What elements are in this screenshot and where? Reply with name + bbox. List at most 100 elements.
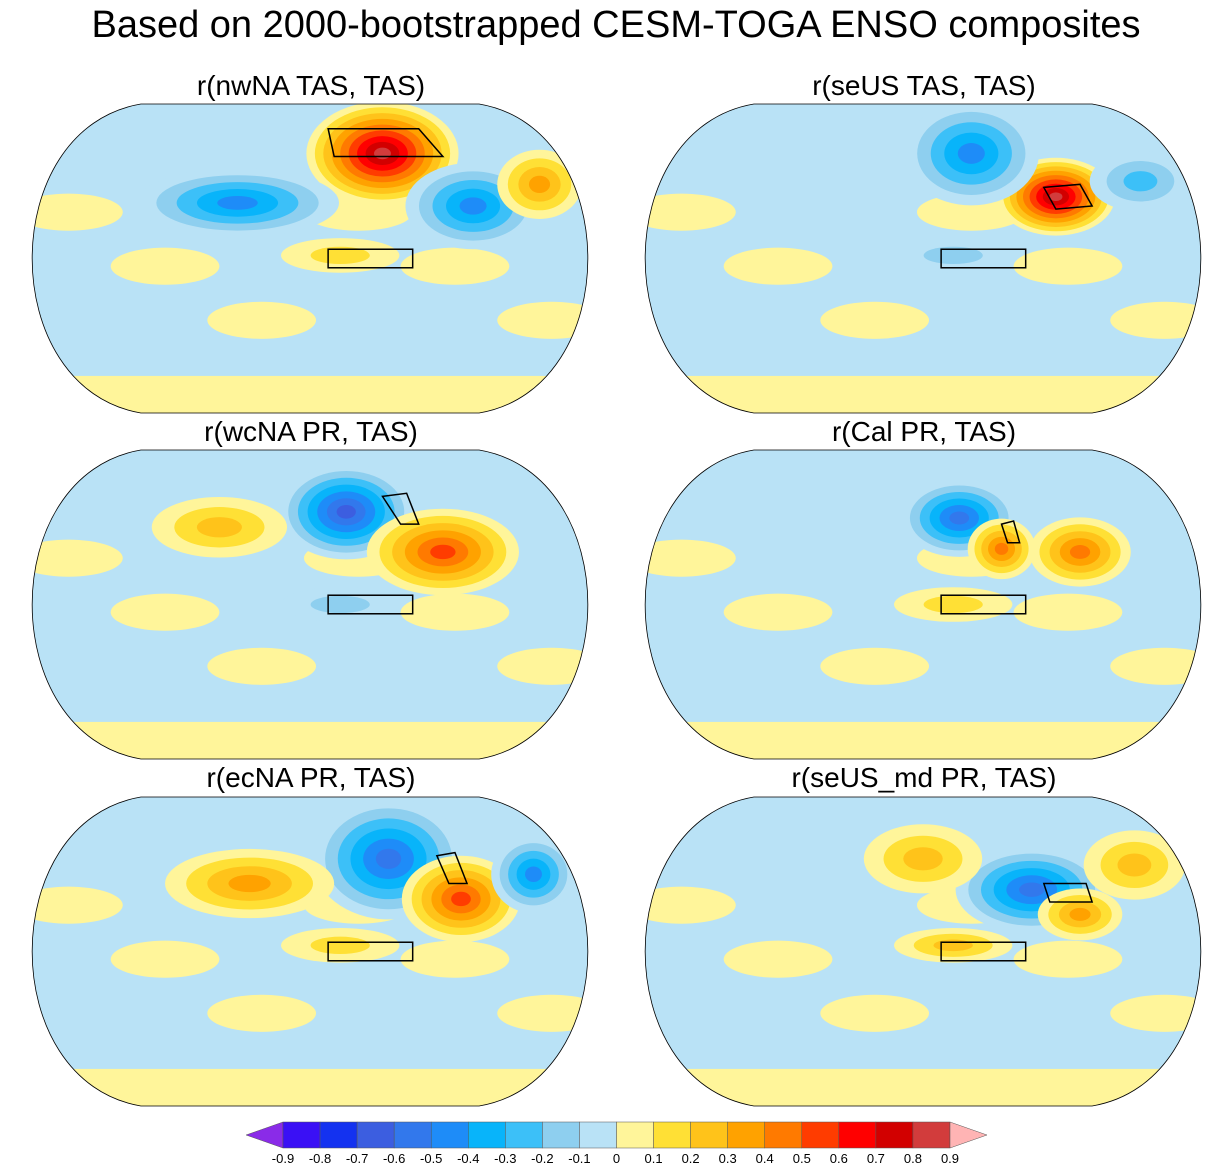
weak-anomaly-patch [32, 539, 123, 577]
anomaly-nino3-4-box [933, 939, 973, 952]
target-region-box [327, 127, 445, 158]
target-region-box [1042, 882, 1094, 903]
antarctic-band [32, 721, 588, 759]
panel-title-3: r(wcNA PR, TAS) [204, 416, 418, 447]
weak-anomaly-patch [820, 647, 930, 685]
colorbar-low-triangle [245, 1121, 284, 1149]
panel-title-2: r(seUS TAS, TAS) [812, 70, 1036, 101]
weak-anomaly-patch [645, 886, 736, 924]
anomaly-western-canada-ne-pacific [957, 143, 985, 164]
anomaly-ne-asia-japan [217, 195, 258, 210]
colorbar-swatch [319, 1121, 358, 1149]
anomaly-nino3-4-box [310, 246, 370, 265]
weak-anomaly-patch [1110, 301, 1201, 339]
target-region-box [1042, 183, 1094, 210]
antarctic-band [645, 721, 1201, 759]
nino34-box [327, 941, 414, 962]
colorbar-swatch [801, 1121, 840, 1149]
panel-title-6: r(seUS_md PR, TAS) [791, 762, 1057, 793]
colorbar-swatch [912, 1121, 951, 1149]
target-region-box [435, 851, 469, 885]
weak-anomaly-patch [723, 940, 833, 978]
weak-anomaly-patch [1013, 247, 1123, 285]
map-panel-6 [644, 796, 1202, 1107]
anomaly-north-pacific [903, 847, 943, 871]
map-panel-3 [31, 449, 589, 760]
weak-anomaly-patch [207, 994, 317, 1032]
weak-anomaly-patch [497, 647, 588, 685]
weak-anomaly-patch [400, 940, 510, 978]
anomaly-western-central-canada [375, 848, 402, 869]
anomaly-eastern-north-america [459, 197, 487, 215]
anomaly-north-atlantic [1117, 853, 1152, 877]
weak-anomaly-patch [497, 994, 588, 1032]
nino34-box [940, 941, 1027, 962]
anomaly-eastern-us [451, 891, 471, 907]
colorbar-tick-label: -0.8 [309, 1151, 331, 1166]
weak-anomaly-patch [32, 886, 123, 924]
panel-title-5: r(ecNA PR, TAS) [206, 762, 416, 793]
anomaly-nino3-4-box [310, 936, 370, 954]
weak-anomaly-patch [645, 539, 736, 577]
map-panel-2 [644, 103, 1202, 414]
weak-anomaly-patch [400, 247, 510, 285]
colorbar-tick-label: 0.5 [793, 1151, 811, 1166]
colorbar-tick-label: 0.4 [756, 1151, 774, 1166]
colorbar-swatch [468, 1121, 506, 1149]
map-outline [31, 796, 589, 1107]
map-panel-5 [31, 796, 589, 1107]
target-region-box [381, 492, 420, 525]
colorbar-swatch [505, 1121, 543, 1149]
colorbar-swatch [542, 1121, 580, 1149]
colorbar-tick-label: -0.1 [568, 1151, 590, 1166]
weak-anomaly-patch [820, 301, 930, 339]
map-outline [644, 103, 1202, 414]
anomaly-north-pacific-alaska [336, 505, 356, 519]
colorbar-swatch [727, 1121, 765, 1149]
panel-title-4: r(Cal PR, TAS) [831, 416, 1017, 447]
colorbar-tick-label: -0.3 [494, 1151, 516, 1166]
colorbar-swatch [838, 1121, 877, 1149]
weak-anomaly-patch [723, 247, 833, 285]
weak-anomaly-patch [1013, 940, 1123, 978]
anomaly-nino3-4-box [923, 246, 983, 265]
anomaly-central-eastern-us [430, 544, 456, 560]
colorbar-tick-label: -0.5 [420, 1151, 442, 1166]
nino34-box [940, 248, 1027, 269]
anomaly-california-coast [994, 542, 1009, 555]
anomaly-nw-pacific [228, 874, 271, 893]
weak-anomaly-patch [32, 193, 123, 231]
colorbar-tick-label: 0 [613, 1151, 620, 1166]
weak-anomaly-patch [400, 593, 510, 631]
map-outline [31, 103, 589, 414]
colorbar-tick-label: -0.6 [383, 1151, 405, 1166]
weak-anomaly-patch [110, 593, 220, 631]
figure-title: Based on 2000-bootstrapped CESM-TOGA ENS… [91, 4, 1141, 46]
antarctic-band [32, 375, 588, 413]
anomaly-gulf-caribbean [1069, 907, 1091, 921]
anomaly-north-atlantic [528, 175, 551, 193]
anomaly-ne-pacific [949, 511, 970, 525]
weak-anomaly-patch [1110, 647, 1201, 685]
map-outline [644, 449, 1202, 760]
map-panel-4 [644, 449, 1202, 760]
colorbar-swatch [690, 1121, 728, 1149]
weak-anomaly-patch [110, 940, 220, 978]
anomaly-east-asia [196, 517, 242, 538]
target-region-box [1000, 520, 1021, 544]
colorbar-swatch [430, 1121, 469, 1149]
weak-anomaly-patch [1013, 593, 1123, 631]
colorbar-swatch [579, 1121, 617, 1149]
weak-anomaly-patch [645, 193, 736, 231]
weak-anomaly-patch [207, 301, 317, 339]
colorbar-swatch [356, 1121, 395, 1149]
panel-title-1: r(nwNA TAS, TAS) [196, 70, 426, 101]
map-outline [644, 796, 1202, 1107]
nino34-box [327, 248, 414, 269]
colorbar-swatch [764, 1121, 803, 1149]
antarctic-band [645, 375, 1201, 413]
colorbar-swatch [393, 1121, 432, 1149]
antarctic-band [645, 1068, 1201, 1106]
antarctic-band [32, 1068, 588, 1106]
